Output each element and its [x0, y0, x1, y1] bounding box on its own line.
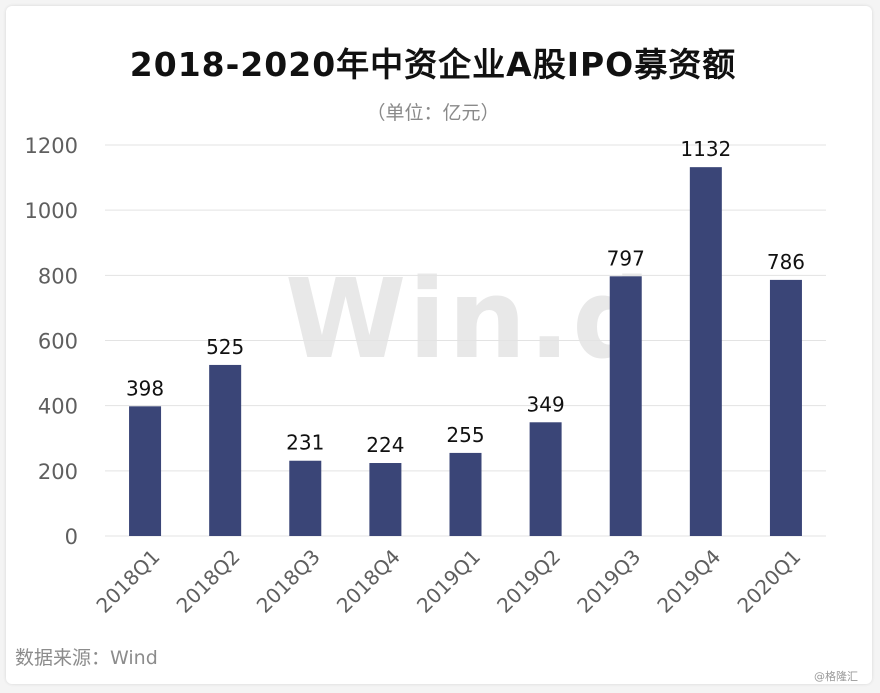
- y-tick-label: 600: [38, 330, 78, 354]
- bar: [769, 279, 802, 536]
- bar: [609, 276, 642, 536]
- x-tick-label: 2018Q1: [91, 545, 164, 618]
- y-tick-label: 1200: [25, 134, 78, 158]
- data-label: 786: [767, 250, 805, 274]
- bar: [129, 406, 162, 536]
- bar: [449, 452, 482, 536]
- x-tick-label: 2019Q3: [572, 545, 645, 618]
- data-label: 224: [366, 433, 404, 457]
- chart-card: [6, 6, 872, 684]
- data-label: 797: [607, 246, 645, 270]
- x-tick-label: 2019Q1: [412, 545, 485, 618]
- y-tick-label: 1000: [25, 199, 78, 223]
- chart-subtitle: （单位：亿元）: [366, 102, 500, 124]
- data-label: 255: [446, 423, 484, 447]
- x-tick-label: 2018Q2: [172, 545, 245, 618]
- data-label: 231: [286, 431, 324, 455]
- x-tick-label: 2018Q3: [252, 545, 325, 618]
- bar: [369, 463, 402, 536]
- data-label: 398: [126, 376, 164, 400]
- x-tick-label: 2018Q4: [332, 545, 405, 618]
- bar: [289, 460, 322, 536]
- x-tick-label: 2019Q2: [492, 545, 565, 618]
- x-tick-label: 2019Q4: [652, 545, 725, 618]
- watermark: Win.d: [285, 255, 653, 383]
- x-tick-label: 2020Q1: [732, 545, 805, 618]
- bar: [209, 364, 242, 536]
- bar: [529, 422, 562, 536]
- credit-text: @格隆汇: [814, 670, 858, 683]
- data-label: 525: [206, 335, 244, 359]
- data-source: 数据来源：Wind: [15, 647, 158, 669]
- data-label: 349: [527, 392, 565, 416]
- y-tick-label: 400: [38, 395, 78, 419]
- y-tick-label: 800: [38, 264, 78, 288]
- bar: [689, 167, 722, 536]
- data-label: 1132: [680, 137, 731, 161]
- y-tick-label: 200: [38, 460, 78, 484]
- y-tick-label: 0: [65, 525, 78, 549]
- chart-title: 2018-2020年中资企业A股IPO募资额: [129, 45, 737, 84]
